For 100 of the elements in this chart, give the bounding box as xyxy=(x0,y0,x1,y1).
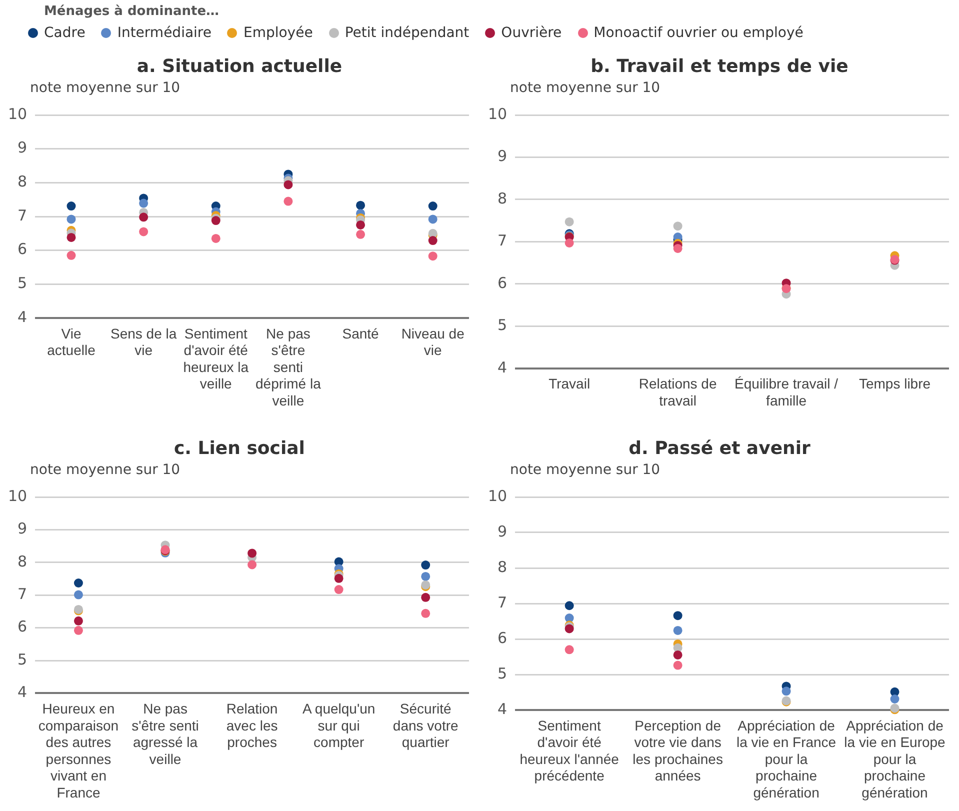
point xyxy=(421,592,430,602)
point xyxy=(74,616,83,626)
x-tick-label: A quelqu'un sur qui compter xyxy=(302,700,376,750)
y-tick-label: 7 xyxy=(18,584,28,603)
point xyxy=(428,252,438,261)
y-tick-label: 10 xyxy=(488,104,508,123)
chart-title: a. Situation actuelle xyxy=(136,56,344,79)
point xyxy=(248,548,257,558)
point xyxy=(211,216,220,226)
legend-label: Intermédiaire xyxy=(117,25,212,41)
y-tick-label: 10 xyxy=(488,486,508,505)
y-tick-label: 8 xyxy=(498,558,508,576)
x-tick-label: Relations de travail xyxy=(638,376,717,408)
point xyxy=(673,626,682,635)
y-tick-label: 5 xyxy=(18,274,28,292)
y-tick-label: 6 xyxy=(498,628,508,647)
y-axis-title: note moyenne sur 10 xyxy=(509,462,662,480)
point xyxy=(66,214,76,224)
y-axis-title: note moyenne sur 10 xyxy=(29,80,182,98)
y-tick-label: 8 xyxy=(498,189,508,208)
y-tick-label: 8 xyxy=(18,552,28,570)
y-tick-label: 4 xyxy=(18,683,28,702)
point xyxy=(334,574,344,583)
y-axis-title: note moyenne sur 10 xyxy=(509,80,662,98)
y-tick-label: 8 xyxy=(18,172,28,191)
x-tick-label: Travail xyxy=(548,376,590,392)
point xyxy=(66,202,76,211)
point xyxy=(564,238,574,248)
x-tick-label: Relation avec les proches xyxy=(226,700,278,750)
y-tick-label: 9 xyxy=(18,520,28,538)
point xyxy=(782,686,791,696)
y-tick-label: 6 xyxy=(18,618,28,636)
x-tick-label: Appréciation de la vie en Europe pour la prochaine génération xyxy=(844,717,946,800)
point xyxy=(74,590,83,600)
x-tick-label: Vie actuelle xyxy=(47,325,96,358)
legend-title: Ménages à dominante… xyxy=(44,4,220,19)
point xyxy=(356,200,366,210)
point xyxy=(334,585,344,594)
y-tick-label: 6 xyxy=(498,274,508,292)
point xyxy=(673,611,682,620)
point xyxy=(356,220,366,230)
y-tick-label: 7 xyxy=(498,232,508,250)
y-tick-label: 4 xyxy=(18,308,28,326)
y-tick-label: 5 xyxy=(498,664,508,682)
chart-title: d. Passé et avenir xyxy=(628,438,812,461)
y-tick-label: 4 xyxy=(498,700,508,718)
legend-label: Cadre xyxy=(44,25,86,41)
y-axis-title: note moyenne sur 10 xyxy=(29,462,182,480)
y-tick-label: 10 xyxy=(8,104,28,123)
point xyxy=(284,196,293,206)
point xyxy=(673,660,682,670)
point xyxy=(428,202,438,211)
point xyxy=(890,694,900,704)
legend-label: Petit indépendant xyxy=(344,25,470,41)
point xyxy=(66,232,76,242)
point xyxy=(284,180,293,190)
x-tick-label: Sentiment d'avoir été heureux l'année précédente xyxy=(520,717,620,784)
y-tick-label: 4 xyxy=(498,358,508,376)
y-tick-label: 9 xyxy=(18,138,28,157)
x-tick-label: Sens de la vie xyxy=(110,325,177,358)
point xyxy=(139,198,148,208)
point xyxy=(673,222,682,231)
point xyxy=(564,601,574,610)
point xyxy=(421,572,430,581)
point xyxy=(139,212,148,222)
chart-title: c. Lien social xyxy=(173,438,306,461)
x-tick-label: Équilibre travail / famille xyxy=(734,376,838,408)
point xyxy=(421,608,430,618)
point xyxy=(74,578,83,588)
x-tick-label: Ne pas s'être senti déprimé la veille xyxy=(256,325,322,408)
point xyxy=(564,217,574,226)
x-tick-label: Temps libre xyxy=(858,376,931,392)
point xyxy=(211,234,220,243)
y-tick-label: 9 xyxy=(498,147,508,166)
point xyxy=(673,244,682,253)
x-tick-label: Santé xyxy=(342,325,380,342)
point xyxy=(428,236,438,246)
x-tick-label: Sécurité dans votre quartier xyxy=(392,700,459,750)
y-tick-label: 6 xyxy=(18,240,28,258)
legend-label: Monoactif ouvrier ou employé xyxy=(594,25,804,41)
y-tick-label: 9 xyxy=(498,522,508,540)
point xyxy=(248,560,257,570)
y-tick-label: 5 xyxy=(18,650,28,668)
y-tick-label: 10 xyxy=(8,486,28,505)
legend-label: Employée xyxy=(243,25,313,41)
x-tick-label: Perception de votre vie dans les prochaines années xyxy=(632,717,723,784)
point xyxy=(74,626,83,635)
x-tick-label: Appréciation de la vie en France pour la prochaine génération xyxy=(736,717,836,800)
x-tick-label: Ne pas s'être senti agressé la veille xyxy=(132,700,199,767)
y-tick-label: 7 xyxy=(498,593,508,612)
x-tick-label: Heureux en comparaison des autres personnes vivant en France xyxy=(38,700,119,800)
point xyxy=(139,227,148,236)
point xyxy=(673,650,682,660)
point xyxy=(421,560,430,570)
chart-title: b. Travail et temps de vie xyxy=(590,56,850,79)
point xyxy=(564,645,574,654)
legend-label: Ouvrière xyxy=(501,25,562,41)
point xyxy=(66,250,76,260)
point xyxy=(356,230,366,239)
y-tick-label: 5 xyxy=(498,316,508,334)
